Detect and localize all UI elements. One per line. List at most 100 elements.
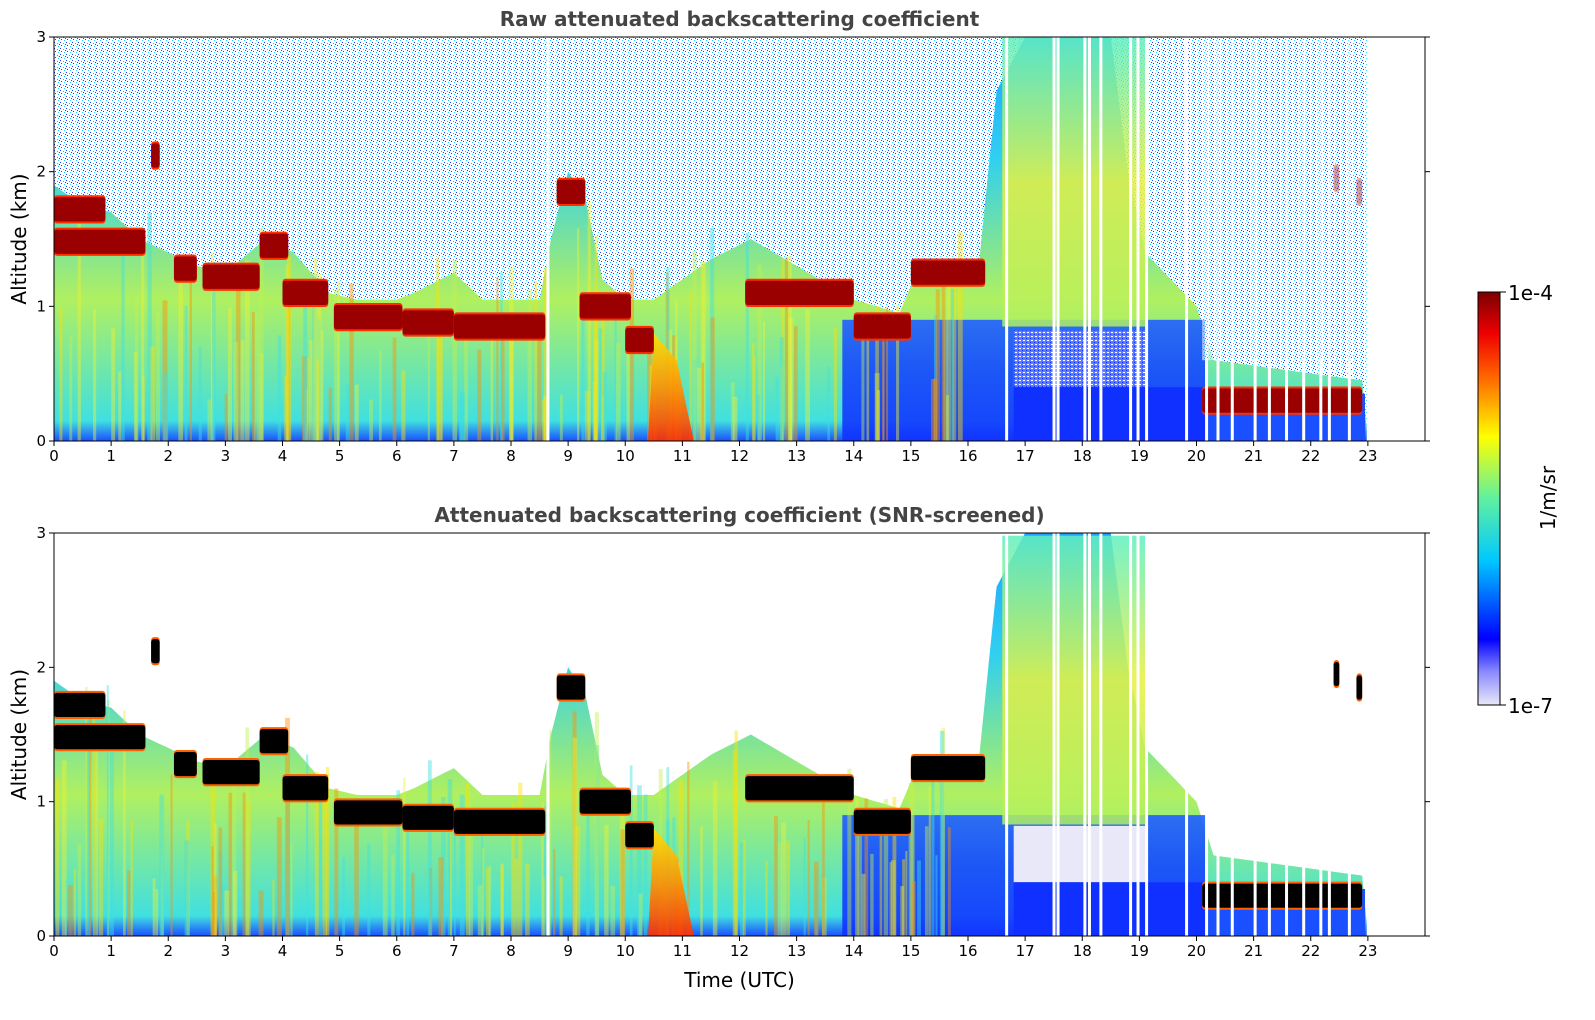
x-tick-label: 20 bbox=[1187, 447, 1206, 465]
aerosol-streak bbox=[315, 356, 319, 441]
cloud-layer bbox=[1333, 661, 1340, 687]
aerosol-streak bbox=[459, 794, 465, 936]
aerosol-streak bbox=[277, 335, 282, 441]
aerosol-streak bbox=[905, 850, 908, 936]
aerosol-streak bbox=[620, 829, 625, 936]
aerosol-streak bbox=[367, 843, 371, 936]
x-tick-label: 0 bbox=[49, 447, 59, 465]
aerosol-streak bbox=[931, 757, 935, 936]
aerosol-streak bbox=[213, 875, 218, 936]
cloud-layer bbox=[333, 800, 403, 825]
aerosol-streak bbox=[228, 792, 233, 936]
y-tick-label: 0 bbox=[36, 432, 46, 450]
aerosol-streak bbox=[427, 336, 430, 441]
aerosol-streak bbox=[142, 375, 145, 441]
aerosol-streak bbox=[534, 281, 537, 441]
aerosol-streak bbox=[73, 868, 77, 936]
aerosol-streak bbox=[866, 320, 870, 441]
aerosol-streak bbox=[150, 346, 156, 441]
data-gap bbox=[1083, 533, 1087, 936]
aerosol-streak bbox=[693, 359, 697, 441]
aerosol-streak bbox=[231, 785, 237, 936]
aerosol-streak bbox=[369, 399, 374, 441]
panel-2: 0 1 2 3 4 5 6 7 8 9 10 11 12 13 14 15 16 17 18 19 20 21 22 2301… bbox=[7, 503, 1430, 992]
data-gap bbox=[1136, 37, 1140, 441]
x-tick-label: 1 bbox=[106, 447, 116, 465]
aerosol-streak bbox=[135, 295, 139, 441]
aerosol-streak bbox=[870, 853, 874, 936]
cloud-layer bbox=[173, 751, 197, 777]
aerosol-plume bbox=[648, 333, 694, 441]
y-tick-label: 2 bbox=[36, 163, 46, 181]
x-tick-label: 2 bbox=[163, 447, 173, 465]
aerosol-streak bbox=[709, 227, 715, 441]
aerosol-streak bbox=[452, 260, 457, 441]
heatmap-area bbox=[54, 37, 1425, 441]
aerosol-streak bbox=[496, 277, 499, 441]
aerosol-streak bbox=[233, 870, 238, 936]
aerosol-streak bbox=[133, 351, 138, 441]
aerosol-streak bbox=[910, 783, 915, 936]
aerosol-streak bbox=[701, 261, 706, 441]
x-tick-label: 15 bbox=[901, 942, 920, 960]
aerosol-streak bbox=[876, 390, 881, 441]
aerosol-streak bbox=[438, 857, 444, 936]
aerosol-streak bbox=[449, 804, 453, 936]
aerosol-streak bbox=[85, 687, 88, 936]
cloud-layer bbox=[579, 789, 631, 814]
aerosol-streak bbox=[595, 745, 600, 936]
late-day-aerosol bbox=[1002, 535, 1146, 825]
aerosol-streak bbox=[322, 788, 328, 936]
aerosol-streak bbox=[253, 313, 259, 441]
aerosol-streak bbox=[739, 842, 744, 936]
aerosol-streak bbox=[572, 737, 577, 936]
aerosol-streak bbox=[678, 780, 684, 936]
aerosol-streak bbox=[745, 232, 749, 441]
colorbar-label: 1/m/sr bbox=[1536, 465, 1560, 530]
x-tick-label: 23 bbox=[1358, 447, 1377, 465]
aerosol-streak bbox=[186, 820, 190, 936]
x-tick-label: 16 bbox=[958, 447, 977, 465]
aerosol-streak bbox=[917, 860, 921, 936]
data-gap bbox=[1145, 533, 1149, 936]
aerosol-streak bbox=[391, 854, 395, 936]
aerosol-streak bbox=[553, 849, 556, 936]
aerosol-streak bbox=[309, 340, 315, 441]
aerosol-streak bbox=[847, 768, 852, 936]
aerosol-streak bbox=[92, 717, 96, 936]
x-tick-label: 14 bbox=[844, 447, 863, 465]
data-gap bbox=[1205, 533, 1209, 936]
aerosol-streak bbox=[577, 228, 580, 441]
y-tick-label: 3 bbox=[36, 524, 46, 542]
aerosol-streak bbox=[406, 828, 410, 936]
data-gap bbox=[1099, 37, 1103, 441]
x-tick-label: 1 bbox=[106, 942, 116, 960]
aerosol-streak bbox=[480, 815, 484, 936]
aerosol-streak bbox=[316, 319, 321, 441]
y-axis-label: Altitude (km) bbox=[7, 173, 31, 304]
aerosol-streak bbox=[934, 315, 938, 441]
aerosol-streak bbox=[285, 717, 290, 936]
x-tick-label: 6 bbox=[392, 942, 402, 960]
aerosol-streak bbox=[227, 307, 232, 441]
x-tick-label: 23 bbox=[1358, 942, 1377, 960]
aerosol-streak bbox=[411, 872, 415, 936]
aerosol-streak bbox=[787, 255, 792, 441]
aerosol-streak bbox=[874, 373, 880, 441]
aerosol-streak bbox=[477, 349, 482, 441]
aerosol-streak bbox=[575, 825, 581, 936]
x-tick-label: 12 bbox=[730, 447, 749, 465]
cloud-layer bbox=[556, 179, 586, 204]
no-data-region bbox=[1366, 533, 1425, 936]
aerosol-streak bbox=[807, 820, 810, 936]
aerosol-streak bbox=[312, 273, 318, 441]
aerosol-streak bbox=[453, 831, 456, 936]
y-axis-label: Altitude (km) bbox=[7, 669, 31, 800]
aerosol-streak bbox=[833, 328, 837, 441]
aerosol-streak bbox=[939, 730, 945, 936]
aerosol-streak bbox=[152, 878, 156, 936]
colorbar-max-label: 1e-4 bbox=[1508, 281, 1553, 305]
aerosol-streak bbox=[259, 353, 264, 441]
aerosol-streak bbox=[334, 788, 339, 936]
aerosol-streak bbox=[396, 790, 400, 936]
